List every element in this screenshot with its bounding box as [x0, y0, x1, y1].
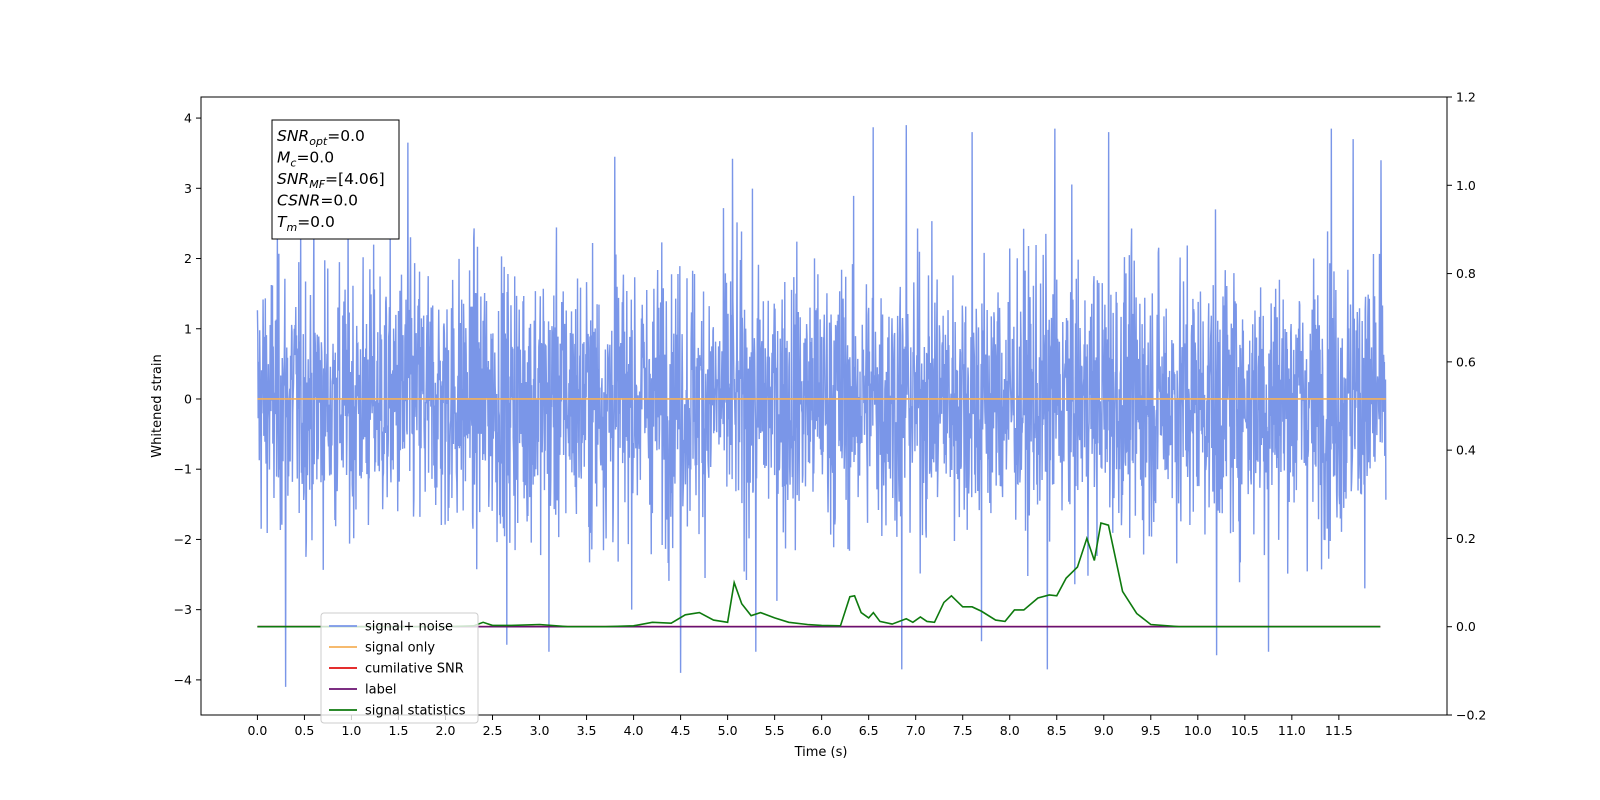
y-tick-label: 1	[184, 321, 192, 336]
x-tick-label: 1.5	[389, 723, 409, 738]
y-tick-label: −2	[174, 532, 192, 547]
x-tick-label: 0.5	[294, 723, 314, 738]
x-tick-label: 4.5	[671, 723, 691, 738]
info-box-line: CSNR=0.0	[277, 192, 358, 210]
series-line-signal-noise	[256, 125, 1387, 687]
legend-entry: signal statistics	[365, 704, 466, 719]
x-tick-label: 5.5	[765, 723, 785, 738]
x-tick-label: 8.0	[1000, 723, 1020, 738]
x-axis-ticks: 0.0 0.5 1.0 1.5 2.0 2.5 3.0 3.5 4.0 4.5 5.0 5.5 6.0 6…	[247, 715, 1353, 738]
info-box-frame	[271, 119, 400, 240]
info-box-line: SNRMF=[4.06]	[277, 170, 385, 191]
x-tick-label: 3.0	[530, 723, 550, 738]
x-tick-label: 10.5	[1231, 723, 1259, 738]
series-line-signal-statistics	[257, 521, 1381, 628]
x-tick-label: 7.0	[906, 723, 926, 738]
y-tick-label: 0	[184, 391, 192, 406]
y-tick-label: −1	[174, 462, 192, 477]
legend-entry: signal+ noise	[365, 620, 453, 635]
y2-tick-label: −0.2	[1456, 708, 1486, 723]
y-axis-label: Whitened strain	[150, 354, 165, 457]
info-box-line: SNRopt=0.0	[277, 127, 365, 148]
x-tick-label: 7.5	[953, 723, 973, 738]
x-tick-label: 2.5	[483, 723, 503, 738]
y2-tick-label: 0.6	[1456, 354, 1476, 369]
x-tick-label: 9.5	[1141, 723, 1161, 738]
info-box-line: Mc=0.0	[277, 149, 334, 170]
x-tick-label: 0.0	[247, 723, 267, 738]
y2-tick-label: 0.2	[1456, 531, 1476, 546]
x-tick-label: 11.0	[1278, 723, 1306, 738]
y-tick-label: 2	[184, 251, 192, 266]
x-tick-label: 5.0	[718, 723, 738, 738]
legend: signal+ noise signal only cumilative SNR la…	[320, 612, 479, 724]
legend-frame	[320, 612, 479, 724]
x-tick-label: 6.0	[812, 723, 832, 738]
plot-lines	[256, 125, 1387, 687]
y2-tick-label: 0.4	[1456, 443, 1476, 458]
legend-entry: signal only	[365, 641, 435, 656]
y2-axis-ticks: 1.2 1.0 0.8 0.6 0.4 0.2 0.0 −0.2	[1447, 90, 1486, 723]
legend-entry: label	[365, 683, 396, 698]
y2-tick-label: 1.0	[1456, 178, 1476, 193]
x-tick-label: 2.0	[436, 723, 456, 738]
x-tick-label: 3.5	[577, 723, 597, 738]
plot-frame	[200, 96, 1448, 716]
x-tick-label: 8.5	[1047, 723, 1067, 738]
y-axis-ticks: 4 3 2 1 0 −1 −2 −3 −4	[174, 111, 201, 687]
y-tick-label: 3	[184, 181, 192, 196]
y-tick-label: −3	[174, 602, 192, 617]
x-tick-label: 6.5	[859, 723, 879, 738]
x-tick-label: 4.0	[624, 723, 644, 738]
x-axis-label: Time (s)	[794, 745, 848, 760]
x-tick-label: 10.0	[1184, 723, 1212, 738]
info-box-line: Tm=0.0	[277, 213, 335, 234]
x-tick-label: 1.0	[342, 723, 362, 738]
y2-tick-label: 0.8	[1456, 266, 1476, 281]
y-tick-label: 4	[184, 111, 192, 126]
y2-tick-label: 0.0	[1456, 619, 1476, 634]
x-tick-label: 9.0	[1094, 723, 1114, 738]
legend-entry: cumilative SNR	[365, 662, 464, 677]
y-tick-label: −4	[174, 672, 192, 687]
x-tick-label: 11.5	[1325, 723, 1353, 738]
y2-tick-label: 1.2	[1456, 90, 1476, 105]
